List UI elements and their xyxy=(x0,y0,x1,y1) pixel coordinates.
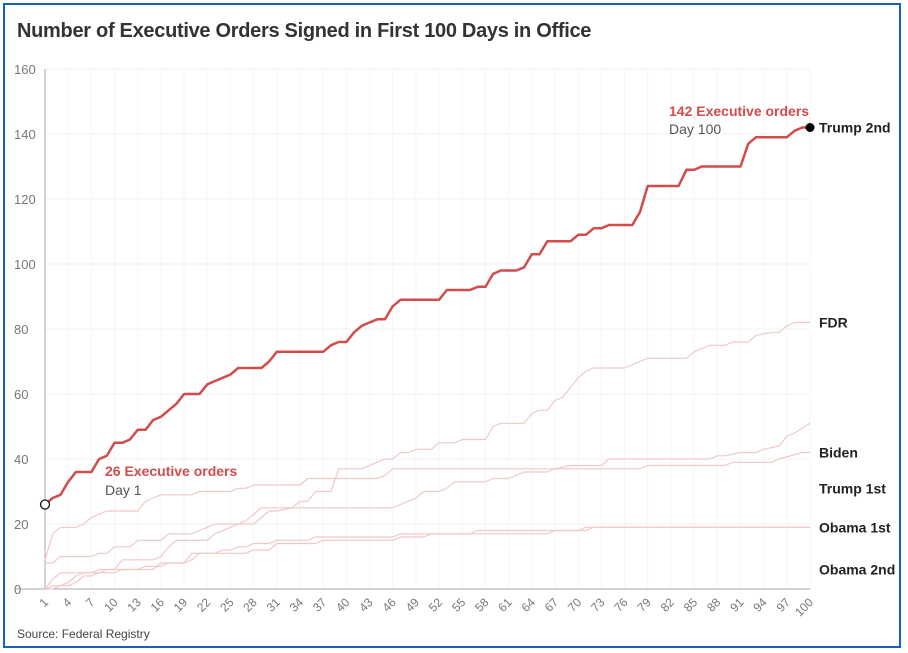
y-tick-label: 100 xyxy=(14,257,36,272)
x-tick-label: 73 xyxy=(588,595,608,615)
y-tick-label: 160 xyxy=(14,62,36,77)
x-tick-label: 37 xyxy=(310,595,330,615)
annotation-end-value: 142 Executive orders xyxy=(669,103,809,119)
y-tick-label: 60 xyxy=(14,387,28,402)
series-label-trump-2nd: Trump 2nd xyxy=(819,120,891,136)
x-tick-label: 28 xyxy=(240,595,260,615)
series-label-obama-1st: Obama 1st xyxy=(819,519,891,535)
x-tick-label: 40 xyxy=(333,595,353,615)
series-line-biden xyxy=(44,451,810,560)
x-tick-label: 7 xyxy=(83,595,98,610)
x-axis: 1 4 7 10 13 16 19 22 25 28 31 34 37 40 43 46 49 52 55 58 61 6… xyxy=(36,595,816,619)
y-axis: 0 20 40 60 80 100 120 140 160 xyxy=(14,62,36,597)
series-label-trump-1st: Trump 1st xyxy=(819,480,886,496)
x-tick-label: 70 xyxy=(565,595,585,615)
x-tick-label: 91 xyxy=(727,595,747,615)
series-lines xyxy=(39,123,815,590)
x-tick-label: 13 xyxy=(125,595,145,615)
x-tick-label: 97 xyxy=(774,595,794,615)
series-label-obama-2nd: Obama 2nd xyxy=(819,562,895,578)
x-tick-label: 43 xyxy=(356,595,376,615)
x-tick-label: 16 xyxy=(148,595,168,615)
x-tick-label: 34 xyxy=(287,595,307,615)
y-tick-label: 40 xyxy=(14,452,28,467)
x-tick-label: 64 xyxy=(519,595,539,615)
source-note: Source: Federal Registry xyxy=(17,627,150,641)
y-tick-label: 0 xyxy=(14,582,21,597)
x-tick-label: 10 xyxy=(101,595,121,615)
x-tick-label: 58 xyxy=(472,595,492,615)
series-line-fdr xyxy=(44,321,810,590)
series-line-trump-2nd xyxy=(44,126,810,506)
y-tick-label: 120 xyxy=(14,192,36,207)
grid xyxy=(15,68,811,590)
x-tick-label: 82 xyxy=(658,595,678,615)
series-line-trump-1st xyxy=(45,422,811,564)
y-tick-label: 20 xyxy=(14,517,28,532)
series-labels: FDR Biden Trump 1st Obama 1st Obama 2nd Trump… xyxy=(819,120,895,578)
series-line-obama-2nd xyxy=(45,526,810,590)
x-tick-label: 55 xyxy=(449,595,469,615)
series-label-biden: Biden xyxy=(819,445,858,461)
x-tick-label: 1 xyxy=(36,595,51,610)
end-point-marker xyxy=(805,123,815,132)
x-tick-label: 100 xyxy=(792,595,816,619)
x-tick-label: 25 xyxy=(217,595,237,615)
x-tick-label: 88 xyxy=(704,595,724,615)
x-tick-label: 67 xyxy=(542,595,562,615)
x-tick-label: 52 xyxy=(426,595,446,615)
x-tick-label: 76 xyxy=(611,595,631,615)
start-point-marker xyxy=(39,499,51,510)
series-label-fdr: FDR xyxy=(819,315,848,331)
x-tick-label: 19 xyxy=(171,595,191,615)
x-tick-label: 4 xyxy=(60,595,75,610)
annotations: 26 Executive orders Day 1 142 Executive … xyxy=(105,103,809,498)
x-tick-label: 61 xyxy=(495,595,515,615)
y-tick-label: 140 xyxy=(14,127,36,142)
chart-title: Number of Executive Orders Signed in Fir… xyxy=(17,20,592,42)
annotation-start-value: 26 Executive orders xyxy=(105,463,238,479)
series-line-obama-1st xyxy=(44,526,810,590)
x-tick-label: 85 xyxy=(681,595,701,615)
annotation-end-day: Day 100 xyxy=(669,121,721,137)
x-tick-label: 31 xyxy=(264,595,284,615)
x-tick-label: 79 xyxy=(635,595,655,615)
x-tick-label: 22 xyxy=(194,595,214,615)
y-tick-label: 80 xyxy=(14,322,28,337)
x-tick-label: 46 xyxy=(380,595,400,615)
x-tick-label: 49 xyxy=(403,595,423,615)
annotation-start-day: Day 1 xyxy=(105,482,142,498)
x-tick-label: 94 xyxy=(750,595,770,615)
